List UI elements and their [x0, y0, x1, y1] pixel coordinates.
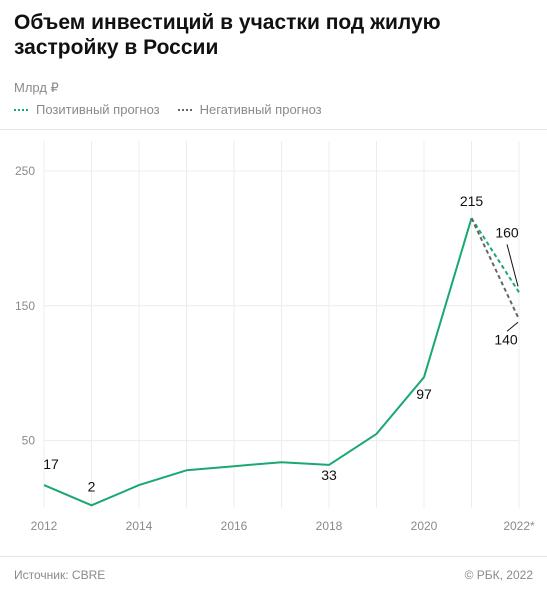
x-tick-label: 2020 [411, 519, 438, 533]
leader-line-negative [506, 321, 519, 332]
legend-swatch-negative [177, 108, 192, 111]
chart-title: Объем инвестиций в участки под жилую зас… [14, 11, 441, 59]
data-label: 215 [460, 193, 484, 209]
data-label: 17 [43, 456, 59, 472]
series-line-positive-forecast [470, 217, 520, 293]
bottom-divider [0, 556, 547, 557]
series-line-negative-forecast [470, 217, 520, 320]
x-tick-label: 2012 [31, 519, 58, 533]
data-label: 2 [88, 478, 96, 494]
unit-label: Млрд ₽ [14, 80, 59, 95]
source-note: Источник: CBRE [14, 568, 106, 582]
series-line-actual [43, 217, 473, 507]
x-tick-label: 2022* [503, 519, 535, 533]
copyright-note: © РБК, 2022 [464, 568, 533, 582]
x-tick-label: 2014 [126, 519, 153, 533]
legend-label-negative: Негативный прогноз [199, 102, 322, 117]
data-label: 140 [494, 331, 518, 347]
legend-label-positive: Позитивный прогноз [36, 102, 160, 117]
leader-line-positive [506, 244, 519, 287]
y-tick-label: 150 [15, 299, 35, 313]
x-tick-label: 2018 [316, 519, 343, 533]
y-tick-label: 250 [15, 164, 35, 178]
legend: Позитивный прогноз Негативный прогноз [14, 102, 340, 117]
legend-item-negative: Негативный прогноз [177, 102, 322, 117]
x-tick-label: 2016 [221, 519, 248, 533]
legend-item-positive: Позитивный прогноз [14, 102, 160, 117]
data-label: 160 [495, 224, 519, 240]
data-label: 97 [416, 386, 432, 402]
legend-swatch-positive [14, 108, 28, 111]
y-tick-label: 50 [22, 434, 36, 448]
data-label: 33 [321, 467, 337, 483]
top-divider [0, 129, 547, 130]
